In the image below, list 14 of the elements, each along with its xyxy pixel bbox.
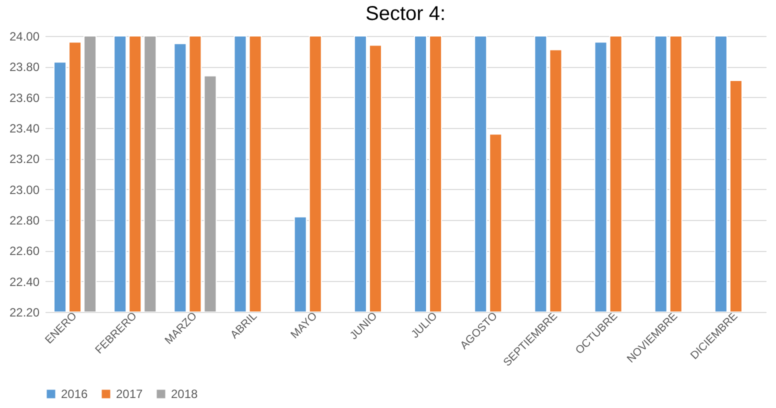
y-tick-label: 23.20 bbox=[9, 152, 40, 166]
y-tick-label: 22.20 bbox=[9, 306, 40, 320]
y-tick-label: 23.00 bbox=[9, 182, 40, 197]
y-tick-label: 22.60 bbox=[9, 244, 40, 258]
legend-label: 2016 bbox=[61, 387, 88, 401]
y-tick-label: 22.80 bbox=[9, 214, 40, 228]
legend-label: 2017 bbox=[116, 387, 144, 401]
y-tick-label: 24.00 bbox=[9, 30, 40, 44]
y-tick-label: 23.80 bbox=[9, 60, 40, 74]
y-tick-label: 23.40 bbox=[9, 122, 40, 136]
legend-label: 2018 bbox=[171, 387, 198, 401]
y-tick-label: 23.60 bbox=[9, 90, 40, 105]
chart-title: Sector 4: bbox=[365, 3, 446, 25]
y-tick-label: 22.40 bbox=[9, 274, 40, 289]
